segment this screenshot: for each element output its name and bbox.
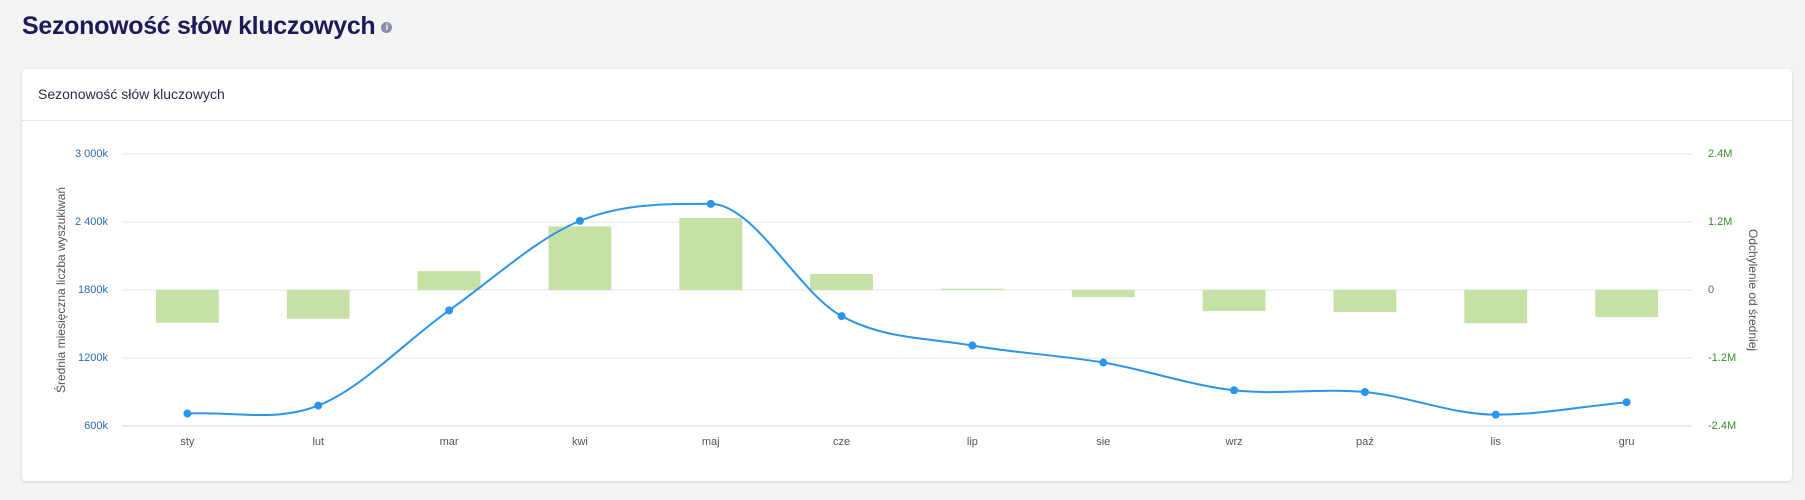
y-tick-label: 3 000k bbox=[75, 148, 109, 160]
y2-tick-label: 2.4M bbox=[1708, 148, 1732, 160]
y2-tick-label: -2.4M bbox=[1708, 420, 1736, 432]
bar bbox=[1595, 290, 1658, 318]
x-tick-label: mar bbox=[440, 436, 459, 448]
y-tick-label: 2 400k bbox=[75, 216, 109, 228]
x-tick-label: cze bbox=[833, 436, 850, 448]
bar bbox=[1202, 290, 1266, 312]
point bbox=[1622, 398, 1631, 407]
bar bbox=[1333, 290, 1397, 312]
y2-tick-label: 0 bbox=[1708, 284, 1714, 296]
point bbox=[1360, 388, 1369, 396]
point bbox=[837, 312, 846, 321]
y2-tick-label: 1.2M bbox=[1708, 216, 1732, 228]
y-tick-label: 1800k bbox=[78, 284, 108, 296]
card-header: Sezonowość słów kluczowych bbox=[22, 69, 1792, 121]
y-tick-label: 600k bbox=[84, 420, 108, 432]
x-tick-label: maj bbox=[702, 436, 720, 448]
bar bbox=[156, 290, 219, 323]
bar bbox=[679, 217, 743, 290]
page-title-text: Sezonowość słów kluczowych bbox=[22, 12, 376, 40]
info-icon[interactable]: i bbox=[381, 21, 393, 33]
x-tick-label: sty bbox=[180, 436, 195, 448]
point bbox=[706, 199, 715, 208]
line bbox=[187, 202, 1627, 417]
bar bbox=[1071, 290, 1135, 298]
bar bbox=[548, 226, 612, 290]
x-tick-label: lut bbox=[312, 436, 324, 448]
point bbox=[1099, 358, 1108, 367]
x-tick-label: sie bbox=[1096, 436, 1110, 448]
x-tick-label: paź bbox=[1356, 436, 1374, 448]
point bbox=[1491, 410, 1500, 419]
card-title: Sezonowość słów kluczowych bbox=[38, 86, 225, 102]
point bbox=[445, 306, 454, 315]
x-tick-label: lis bbox=[1491, 436, 1502, 448]
x-tick-label: kwi bbox=[572, 436, 588, 448]
point bbox=[314, 401, 323, 410]
bar bbox=[941, 288, 1004, 290]
bar bbox=[286, 290, 350, 319]
point bbox=[183, 409, 192, 418]
y-tick-label: 1200k bbox=[78, 352, 108, 364]
y2-tick-label: -1.2M bbox=[1708, 352, 1736, 364]
page-title: Sezonowość słów kluczowych i bbox=[22, 12, 393, 41]
point bbox=[575, 216, 584, 225]
point bbox=[968, 341, 977, 350]
x-tick-label: lip bbox=[967, 436, 978, 448]
bar bbox=[810, 273, 873, 290]
bar bbox=[417, 271, 481, 290]
x-tick-label: gru bbox=[1619, 436, 1635, 448]
y-axis-title: Średnia miesięczna liczba wyszukiwań bbox=[53, 187, 68, 393]
x-tick-label: wrz bbox=[1225, 436, 1243, 448]
point bbox=[1230, 386, 1239, 395]
bar bbox=[1464, 290, 1528, 324]
y2-axis-title: Odchylenie od średniej bbox=[1746, 229, 1760, 351]
